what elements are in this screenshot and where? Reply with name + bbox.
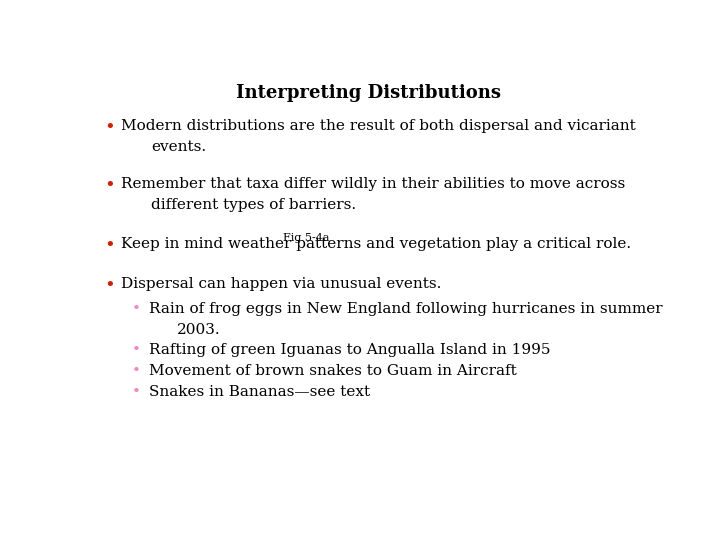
Text: •: • (132, 385, 140, 399)
Text: Fig 5-4a: Fig 5-4a (282, 233, 329, 243)
Text: •: • (104, 277, 114, 295)
Text: •: • (104, 177, 114, 195)
Text: different types of barriers.: different types of barriers. (151, 198, 356, 212)
Text: •: • (104, 238, 114, 255)
Text: Snakes in Bananas—see text: Snakes in Bananas—see text (148, 385, 369, 399)
Text: •: • (132, 302, 140, 316)
Text: 2003.: 2003. (176, 322, 220, 336)
Text: •: • (132, 364, 140, 378)
Text: events.: events. (151, 140, 207, 154)
Text: Interpreting Distributions: Interpreting Distributions (236, 84, 502, 102)
Text: Movement of brown snakes to Guam in Aircraft: Movement of brown snakes to Guam in Airc… (148, 364, 516, 378)
Text: •: • (132, 343, 140, 357)
Text: Modern distributions are the result of both dispersal and vicariant: Modern distributions are the result of b… (121, 119, 636, 133)
Text: Rafting of green Iguanas to Angualla Island in 1995: Rafting of green Iguanas to Angualla Isl… (148, 343, 550, 357)
Text: Keep in mind weather patterns and vegetation play a critical role.: Keep in mind weather patterns and vegeta… (121, 238, 631, 251)
Text: Rain of frog eggs in New England following hurricanes in summer: Rain of frog eggs in New England followi… (148, 302, 662, 316)
Text: Dispersal can happen via unusual events.: Dispersal can happen via unusual events. (121, 277, 441, 291)
Text: Remember that taxa differ wildly in their abilities to move across: Remember that taxa differ wildly in thei… (121, 177, 625, 191)
Text: •: • (104, 119, 114, 137)
